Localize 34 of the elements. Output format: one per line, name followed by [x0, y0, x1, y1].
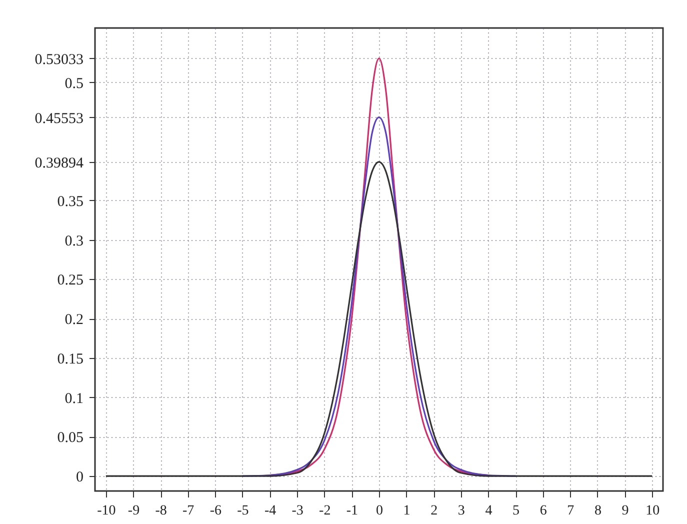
y-tick-label: 0.39894 — [34, 155, 84, 172]
x-tick-label: 9 — [622, 504, 629, 518]
x-tick-label: 8 — [594, 504, 602, 518]
x-tick-label: 10 — [646, 504, 660, 518]
x-tick-label: -4 — [264, 504, 276, 518]
x-tick-label: -3 — [292, 504, 304, 518]
x-tick-label: -6 — [210, 504, 222, 518]
x-tick-label: 0 — [376, 504, 383, 518]
x-tick-label: 4 — [485, 504, 492, 518]
x-tick-label: 2 — [430, 504, 438, 518]
y-tick-label: 0.5 — [64, 76, 84, 92]
x-tick-label: 5 — [512, 504, 520, 518]
x-tick-label: 1 — [403, 504, 410, 518]
x-tick-label: -9 — [128, 504, 140, 518]
y-tick-label: 0.53033 — [34, 52, 84, 68]
x-tick-label: -1 — [346, 504, 358, 518]
x-tick-label: -8 — [155, 504, 167, 518]
x-tick-label: 7 — [567, 504, 574, 518]
x-tick-label: -10 — [97, 504, 116, 518]
y-tick-label: 0.1 — [64, 390, 84, 407]
x-tick-label: -2 — [319, 504, 331, 518]
y-tick-label: 0.25 — [57, 272, 84, 289]
x-tick-label: 6 — [540, 504, 547, 518]
y-tick-label: 0.3 — [64, 233, 84, 250]
x-tick-label: 3 — [458, 504, 465, 518]
y-tick-label: 0.45553 — [34, 110, 84, 127]
y-tick-label: 0.35 — [57, 194, 84, 210]
y-tick-label: 0 — [76, 470, 84, 486]
x-tick-label: -5 — [237, 504, 249, 518]
x-tick-label: -7 — [182, 504, 194, 518]
y-tick-label: 0.05 — [57, 430, 84, 446]
y-tick-label: 0.15 — [57, 351, 84, 368]
y-tick-label: 0.2 — [64, 312, 84, 328]
line-series — [105, 161, 653, 477]
